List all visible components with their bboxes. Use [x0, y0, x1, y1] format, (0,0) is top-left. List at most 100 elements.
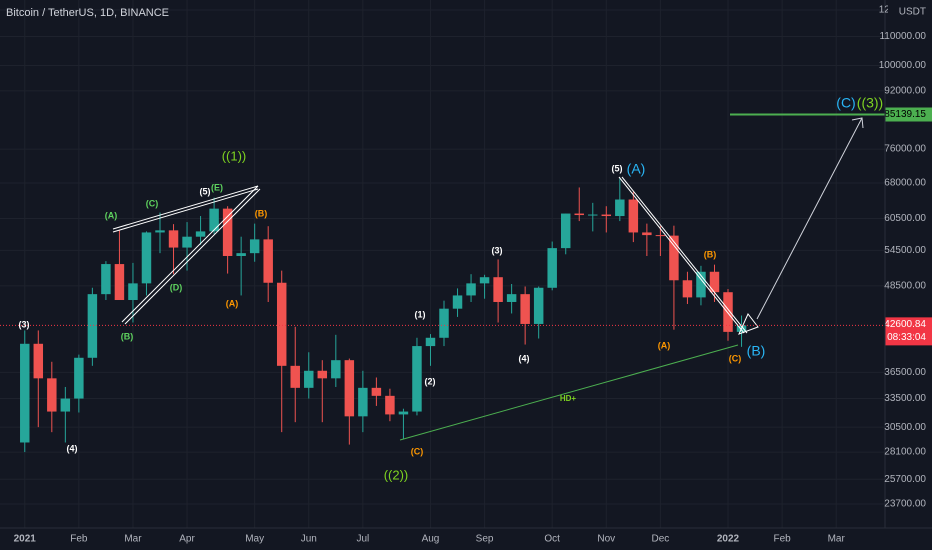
wave-label: ((1)) — [222, 148, 247, 163]
wave-label: (A) — [105, 210, 118, 220]
triangle — [738, 313, 759, 335]
wave-label: (C) — [836, 95, 855, 111]
candle-body — [385, 395, 395, 415]
x-tick-label: Aug — [422, 534, 440, 545]
candle-body — [398, 411, 409, 415]
wave-label: (3) — [19, 319, 30, 329]
y-tick-label: 110000.00 — [879, 31, 926, 42]
candle-body — [615, 199, 625, 217]
x-tick-label: Mar — [124, 534, 142, 545]
divergence-line — [399, 344, 739, 441]
candle-body — [574, 213, 584, 216]
y-tick-label: 54500.00 — [884, 245, 926, 256]
y-tick-label: 100000.00 — [879, 60, 927, 71]
candle-body — [628, 199, 639, 233]
candle-body — [209, 208, 219, 232]
wave-label: ((3)) — [857, 95, 883, 111]
candle-body — [141, 232, 152, 284]
candle-body — [128, 283, 138, 301]
candle-body — [493, 277, 503, 302]
wave-label: (4) — [67, 443, 78, 453]
wave-label: (C) — [146, 198, 159, 208]
candle-body — [344, 360, 355, 417]
candle-body — [723, 292, 733, 332]
candle-body — [60, 398, 71, 412]
candle-body — [290, 365, 300, 388]
target-label: 85139.15 — [884, 109, 926, 120]
last-price-label: 42600.84 — [884, 319, 926, 330]
x-tick-label: Feb — [70, 534, 88, 545]
candle-body — [533, 287, 544, 324]
y-tick-label: 92000.00 — [884, 86, 926, 97]
y-tick-label: 36500.00 — [884, 367, 926, 378]
candle-body — [182, 236, 192, 248]
candle-body — [331, 360, 341, 379]
x-tick-label: Mar — [828, 534, 846, 545]
y-tick-label: 25700.00 — [884, 474, 926, 485]
wave-label: (C) — [729, 353, 742, 363]
candle-body — [669, 235, 679, 281]
drawings — [112, 117, 864, 441]
candle-body — [195, 231, 206, 237]
y-tick-label: 60500.00 — [884, 213, 926, 224]
wave-label: (A) — [627, 161, 646, 177]
x-tick-label: Sep — [476, 534, 494, 545]
overlay: 42600.8408:33:0485139.15(3)(4)(A)(B)(C)(… — [0, 95, 932, 482]
wave-label: (B) — [747, 343, 766, 359]
candle-body — [114, 264, 125, 301]
wave-label: (1) — [415, 309, 426, 319]
y-tick-label: 23700.00 — [884, 499, 926, 510]
candle-body — [560, 213, 571, 249]
x-tick-label: May — [245, 534, 264, 545]
countdown: 08:33:04 — [887, 332, 926, 343]
wave-label: (B) — [704, 249, 717, 259]
trendline — [112, 185, 259, 230]
wave-label: (5) — [612, 163, 623, 173]
wave-label: ((2)) — [384, 467, 409, 482]
x-tick-label: Nov — [597, 534, 615, 545]
last-price-box — [885, 317, 932, 346]
wave-label: (B) — [255, 208, 268, 218]
currency-label: USDT — [899, 7, 926, 18]
y-tick-label: 30500.00 — [884, 422, 926, 433]
y-tick-label: 33500.00 — [884, 393, 926, 404]
x-tick-label: Feb — [773, 534, 791, 545]
wave-label: (B) — [121, 331, 134, 341]
candle-body — [249, 239, 260, 254]
candle-body — [425, 337, 436, 347]
candle-body — [479, 277, 490, 284]
wave-label: (4) — [519, 353, 530, 363]
candle-body — [412, 346, 422, 412]
y-tick-label: 68000.00 — [884, 178, 926, 189]
target-box — [885, 107, 932, 122]
candle-body — [601, 214, 612, 217]
wave-label: (3) — [492, 245, 503, 255]
trendline — [121, 185, 259, 323]
trendline — [621, 176, 748, 334]
candle-body — [588, 214, 598, 216]
candle-body — [155, 230, 165, 233]
wave-label: (2) — [425, 376, 436, 386]
trendline — [618, 176, 745, 334]
candle-body — [358, 387, 368, 417]
wave-label: (5) — [200, 186, 211, 196]
wave-label: (E) — [211, 182, 223, 192]
trendline — [124, 188, 261, 325]
x-tick-label: Jul — [356, 534, 369, 545]
x-tick-label: 2022 — [717, 534, 740, 545]
chart-title: Bitcoin / TetherUS, 1D, BINANCE — [6, 7, 169, 19]
x-tick-label: Oct — [544, 534, 560, 545]
y-tick-label: 76000.00 — [884, 144, 926, 155]
currency-bg — [888, 4, 928, 18]
candle-body — [47, 378, 57, 412]
projection-arrow — [756, 117, 863, 320]
candle-body — [20, 343, 30, 443]
candle-body — [547, 248, 557, 288]
candle-body — [304, 370, 314, 388]
candle-body — [222, 208, 233, 256]
candle-body — [709, 271, 720, 293]
candle-body — [168, 230, 179, 248]
x-tick-label: Dec — [651, 534, 669, 545]
x-tick-label: Jun — [301, 534, 317, 545]
